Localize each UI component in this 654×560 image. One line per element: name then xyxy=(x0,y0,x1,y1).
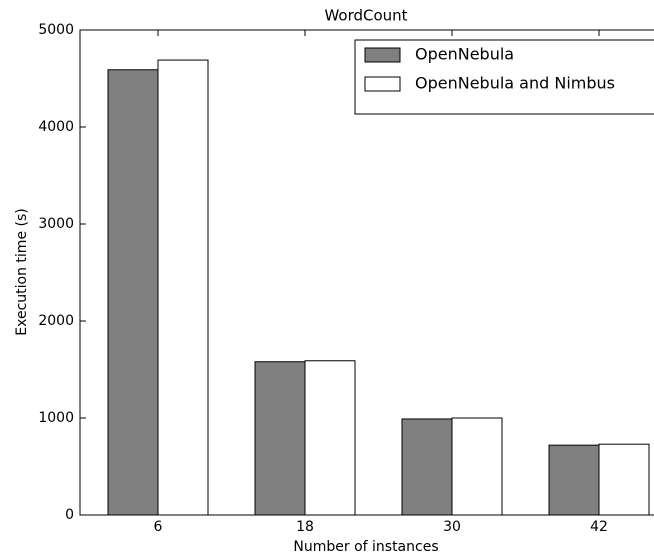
bar xyxy=(401,418,453,516)
y-tick-label: 2000 xyxy=(38,313,74,329)
bar xyxy=(548,444,600,516)
x-tick-label: 6 xyxy=(154,519,163,535)
bar xyxy=(451,417,503,516)
legend-label: OpenNebula and Nimbus xyxy=(415,74,615,93)
y-tick-label: 1000 xyxy=(38,410,74,426)
legend-label: OpenNebula xyxy=(415,45,514,64)
x-axis-label: Number of instances xyxy=(293,539,438,555)
y-axis-label: Execution time (s) xyxy=(14,208,30,335)
plot-frame xyxy=(79,29,654,516)
y-tick-label: 0 xyxy=(65,507,74,523)
y-tick-label: 4000 xyxy=(38,119,74,135)
bar xyxy=(254,361,306,516)
bar xyxy=(304,360,356,516)
bar xyxy=(157,59,209,516)
chart-title: WordCount xyxy=(324,7,407,25)
x-tick-label: 18 xyxy=(296,519,314,535)
y-tick-label: 5000 xyxy=(38,22,74,38)
bar xyxy=(107,69,159,516)
bar xyxy=(598,443,650,516)
legend-swatch xyxy=(364,76,401,92)
y-tick-label: 3000 xyxy=(38,216,74,232)
legend-swatch xyxy=(364,47,401,63)
x-tick-label: 30 xyxy=(443,519,461,535)
x-tick-label: 42 xyxy=(590,519,608,535)
legend-box xyxy=(354,39,654,115)
